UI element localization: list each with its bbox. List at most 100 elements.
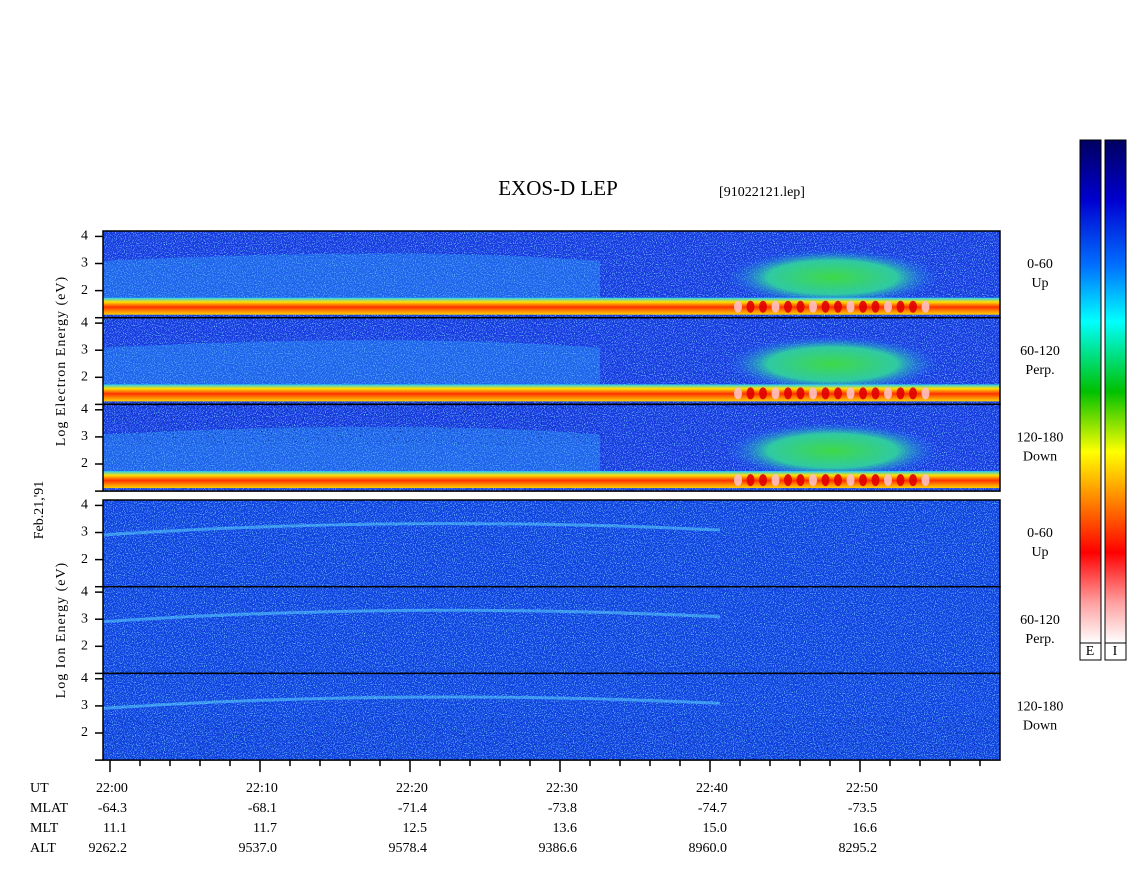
row-value: -71.4 xyxy=(398,801,427,816)
red-spot xyxy=(796,474,805,487)
red-spot xyxy=(771,387,780,400)
y-tick-label: 3 xyxy=(81,256,88,271)
y-tick-label: 3 xyxy=(81,342,88,357)
red-spot xyxy=(809,387,817,400)
red-spot xyxy=(871,300,880,313)
spectrogram-noise xyxy=(103,586,1000,674)
red-spot xyxy=(859,300,867,313)
red-spot xyxy=(759,474,767,487)
red-spot xyxy=(921,300,930,313)
red-spot xyxy=(871,387,880,400)
row-value: 22:20 xyxy=(396,781,428,796)
red-spot xyxy=(821,387,830,400)
green-emission xyxy=(725,335,940,393)
subpanel-label: 60-120 xyxy=(1020,613,1060,628)
row-value: 16.6 xyxy=(853,821,878,836)
subpanel-direction: Down xyxy=(1023,450,1057,465)
red-spot xyxy=(734,300,742,313)
red-spot xyxy=(759,300,767,313)
subpanel-frame xyxy=(102,672,1001,761)
row-value: 9386.6 xyxy=(539,841,578,856)
red-spot xyxy=(834,300,842,313)
row-name: ALT xyxy=(30,841,56,856)
subpanel-label: 0-60 xyxy=(1027,257,1053,272)
red-spot xyxy=(884,387,892,400)
red-spot xyxy=(921,387,930,400)
red-spot xyxy=(896,474,905,487)
red-spot xyxy=(921,474,930,487)
y-tick-label: 3 xyxy=(81,698,88,713)
y-tick-label: 3 xyxy=(81,611,88,626)
row-value: 22:00 xyxy=(96,781,128,796)
diffuse-emission xyxy=(103,253,600,298)
red-spot xyxy=(896,300,905,313)
y-tick-label: 4 xyxy=(81,671,88,686)
red-spot xyxy=(896,387,905,400)
y-tick-label: 4 xyxy=(81,315,88,330)
y-axis-label: Log Electron Energy (eV) xyxy=(54,276,69,446)
colorbar-label: I xyxy=(1113,644,1118,659)
row-name: MLT xyxy=(30,821,59,836)
colorbar-label: E xyxy=(1086,644,1095,659)
subpanel-label: 60-120 xyxy=(1020,344,1060,359)
red-spot xyxy=(734,474,742,487)
red-spot xyxy=(771,474,780,487)
red-spot xyxy=(821,474,830,487)
row-value: -74.7 xyxy=(698,801,727,816)
red-spot xyxy=(821,300,830,313)
row-value: 11.7 xyxy=(253,821,277,836)
row-value: 22:10 xyxy=(246,781,278,796)
red-spot xyxy=(784,300,792,313)
red-spot xyxy=(859,474,867,487)
row-value: 9262.2 xyxy=(89,841,128,856)
y-tick-label: 3 xyxy=(81,429,88,444)
row-value: 13.6 xyxy=(553,821,578,836)
file-name: [91022121.lep] xyxy=(719,185,805,200)
subpanel-direction: Perp. xyxy=(1025,632,1054,647)
red-spot xyxy=(871,474,880,487)
red-spot xyxy=(759,387,767,400)
red-spot xyxy=(859,387,867,400)
red-spot xyxy=(809,300,817,313)
y-tick-label: 4 xyxy=(81,229,88,244)
red-spot xyxy=(771,300,780,313)
y-tick-label: 2 xyxy=(81,639,88,654)
y-tick-label: 3 xyxy=(81,525,88,540)
row-name: MLAT xyxy=(30,801,69,816)
subpanel-label: 120-180 xyxy=(1017,700,1064,715)
red-spot xyxy=(796,300,805,313)
row-value: 15.0 xyxy=(703,821,728,836)
subpanel-label: 0-60 xyxy=(1027,526,1053,541)
red-spot xyxy=(746,300,755,313)
y-tick-label: 2 xyxy=(81,370,88,385)
red-spot xyxy=(796,387,805,400)
row-value: 8960.0 xyxy=(689,841,728,856)
red-spot xyxy=(784,387,792,400)
red-spot xyxy=(809,474,817,487)
green-emission xyxy=(725,422,940,480)
row-value: 22:50 xyxy=(846,781,878,796)
red-spot xyxy=(909,300,917,313)
diffuse-emission xyxy=(103,340,600,385)
ion-streak xyxy=(102,608,721,624)
subpanel-direction: Down xyxy=(1023,719,1057,734)
spectrogram-noise xyxy=(103,500,1000,587)
y-tick-label: 4 xyxy=(81,402,88,417)
subpanel-label: 120-180 xyxy=(1017,431,1064,446)
row-value: -73.8 xyxy=(548,801,577,816)
row-value: 8295.2 xyxy=(839,841,878,856)
colorbars xyxy=(1079,139,1127,661)
red-spot xyxy=(884,474,892,487)
red-spot xyxy=(846,474,855,487)
dark-speckle xyxy=(103,404,603,445)
row-value: 9537.0 xyxy=(239,841,278,856)
y-tick-label: 4 xyxy=(81,584,88,599)
row-name: UT xyxy=(30,781,49,796)
y-axis-label: Log Ion Energy (eV) xyxy=(54,562,69,699)
ion-streak xyxy=(102,522,721,537)
row-value: 9578.4 xyxy=(389,841,428,856)
red-spot xyxy=(846,300,855,313)
red-spot xyxy=(846,387,855,400)
subpanel-direction: Up xyxy=(1031,545,1048,560)
